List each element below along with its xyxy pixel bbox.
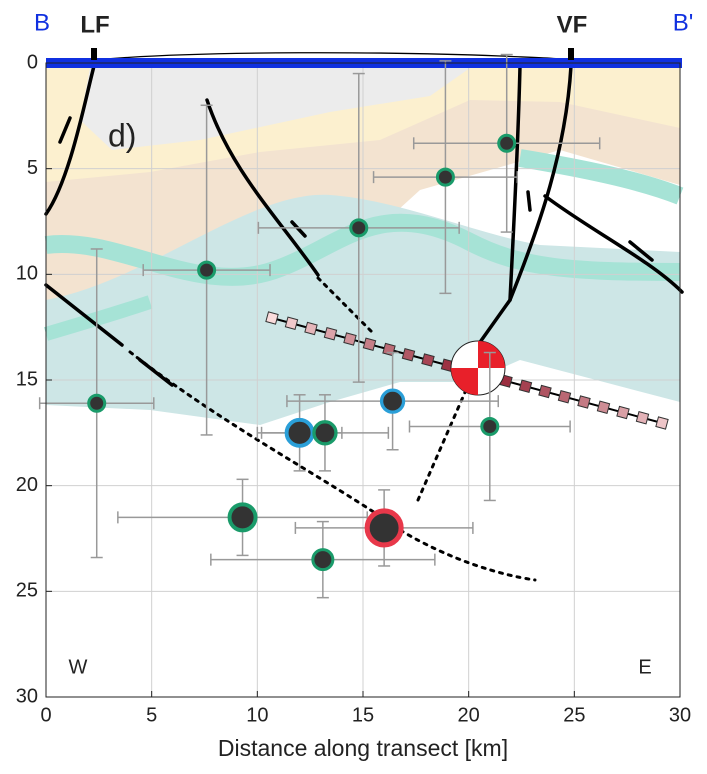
point <box>499 135 515 151</box>
y-tick-label: 0 <box>27 51 38 73</box>
seismic-square <box>422 354 434 366</box>
seismic-square <box>617 406 629 418</box>
point <box>313 550 333 570</box>
y-tick-label: 5 <box>27 157 38 179</box>
x-tick-label: 25 <box>563 704 585 726</box>
annotation: B' <box>673 9 694 36</box>
point <box>287 420 313 446</box>
fault-marker <box>91 48 97 60</box>
y-tick-label: 30 <box>16 685 38 707</box>
x-tick-label: 20 <box>458 704 480 726</box>
x-tick-label: 15 <box>352 704 374 726</box>
point <box>437 169 453 185</box>
y-tick-label: 25 <box>16 580 38 602</box>
annotation: VF <box>557 11 588 38</box>
point <box>314 422 336 444</box>
point <box>199 262 215 278</box>
seismic-square <box>344 333 356 345</box>
y-tick-label: 20 <box>16 474 38 496</box>
point <box>367 511 401 545</box>
annotation: B <box>34 9 50 36</box>
x-tick-label: 0 <box>40 704 51 726</box>
annotation: d) <box>108 117 136 153</box>
focal-mechanism <box>451 341 505 395</box>
x-tick-label: 10 <box>246 704 268 726</box>
seismic-square <box>656 417 668 429</box>
fault-marker <box>568 48 574 60</box>
beachball-quadrant <box>451 368 478 395</box>
seismic-square <box>402 349 414 361</box>
point <box>230 504 256 530</box>
seismic-square <box>558 391 570 403</box>
seismic-square <box>324 328 336 340</box>
point <box>351 220 367 236</box>
seismic-square <box>539 385 551 397</box>
seismic-square <box>519 380 531 392</box>
seismic-square <box>636 412 648 424</box>
y-tick-label: 15 <box>16 368 38 390</box>
seismic-square <box>285 317 297 329</box>
y-tick-label: 10 <box>16 263 38 285</box>
x-axis-label: Distance along transect [km] <box>218 735 508 761</box>
point <box>382 390 404 412</box>
x-tick-label: 30 <box>669 704 691 726</box>
point <box>89 395 105 411</box>
seismic-square <box>578 396 590 408</box>
seismic-square <box>363 338 375 350</box>
annotation: E <box>638 656 651 678</box>
x-tick-label: 5 <box>146 704 157 726</box>
fault-inferred <box>418 390 466 500</box>
seismic-square <box>266 312 278 324</box>
seismic-square <box>305 322 317 334</box>
seismic-square <box>597 401 609 413</box>
point <box>482 418 498 434</box>
annotation: LF <box>80 11 109 38</box>
annotation: W <box>69 656 88 678</box>
chart: B B' LF VF d) W E Distance along transec… <box>0 0 707 769</box>
